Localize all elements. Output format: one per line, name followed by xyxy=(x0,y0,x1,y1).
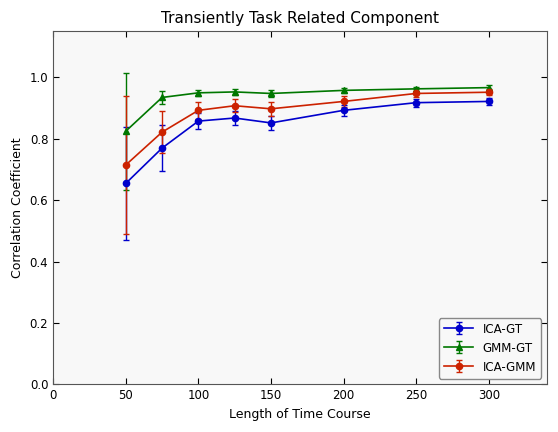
Legend: ICA-GT, GMM-GT, ICA-GMM: ICA-GT, GMM-GT, ICA-GMM xyxy=(439,318,541,378)
X-axis label: Length of Time Course: Length of Time Course xyxy=(229,408,371,421)
Title: Transiently Task Related Component: Transiently Task Related Component xyxy=(161,11,439,26)
Y-axis label: Correlation Coefficient: Correlation Coefficient xyxy=(11,138,24,278)
